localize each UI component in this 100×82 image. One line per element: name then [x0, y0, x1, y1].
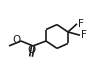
- Text: O: O: [27, 45, 35, 55]
- Text: F: F: [78, 19, 84, 29]
- Text: F: F: [81, 30, 87, 40]
- Text: O: O: [12, 35, 20, 45]
